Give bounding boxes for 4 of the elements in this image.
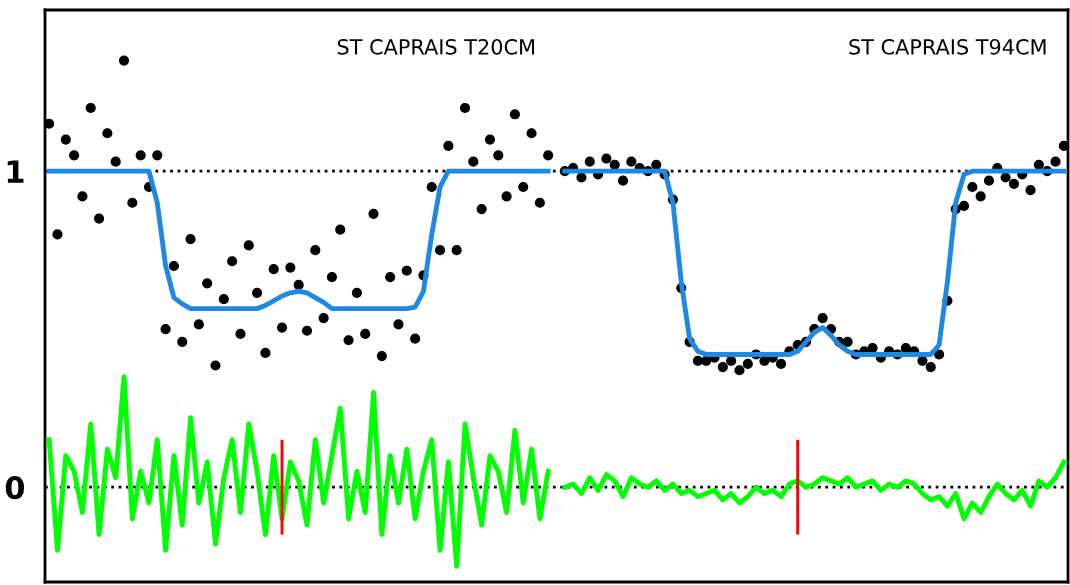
y-tick-label: 0 bbox=[5, 476, 25, 500]
annotation: ST CAPRAIS T20CM bbox=[337, 38, 534, 55]
annotation: ST CAPRAIS T94CM bbox=[849, 38, 1046, 55]
y-tick-label: 1 bbox=[7, 160, 24, 183]
